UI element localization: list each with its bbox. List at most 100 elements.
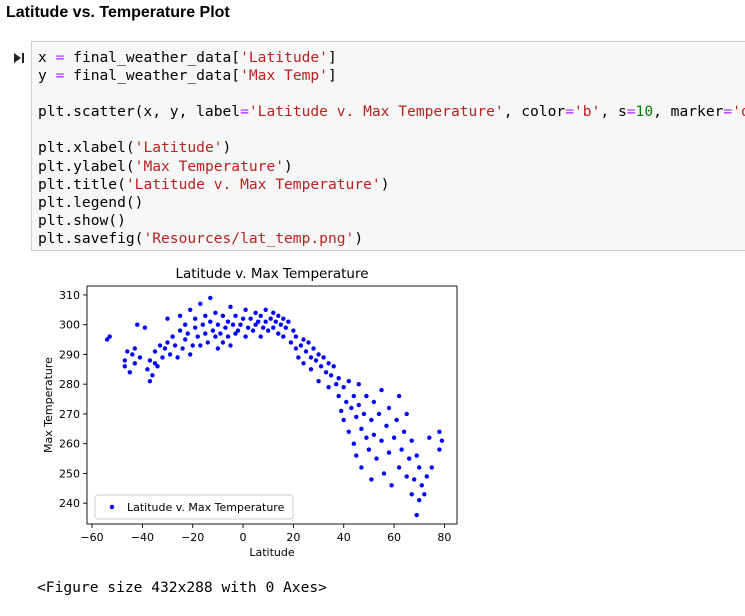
- data-point: [183, 337, 188, 342]
- code-token: 'Latitude': [134, 139, 223, 157]
- run-cell-icon[interactable]: [12, 51, 26, 65]
- data-point: [125, 349, 130, 354]
- data-point: [240, 316, 246, 321]
- chart-title: Latitude v. Max Temperature: [175, 266, 368, 282]
- x-tick-label: 40: [337, 531, 351, 544]
- data-point: [157, 343, 163, 348]
- data-point: [210, 328, 216, 333]
- data-point: [288, 340, 294, 345]
- data-point: [417, 465, 422, 470]
- code-line: plt.xlabel('Latitude'): [38, 139, 745, 157]
- y-tick-label: 250: [59, 467, 80, 480]
- y-tick-label: 270: [59, 408, 80, 421]
- x-tick-label: 0: [240, 531, 247, 544]
- data-point: [281, 316, 286, 321]
- data-point: [177, 328, 183, 333]
- data-point: [409, 492, 414, 497]
- y-tick-label: 280: [59, 378, 80, 391]
- data-point: [409, 438, 414, 443]
- data-point: [308, 355, 314, 360]
- code-token: plt.savefig(: [38, 229, 144, 247]
- data-point: [183, 322, 188, 327]
- data-point: [203, 313, 208, 318]
- data-point: [235, 328, 241, 333]
- code-token: ]: [327, 49, 337, 66]
- legend-marker: [109, 504, 115, 510]
- data-point: [301, 337, 306, 342]
- data-point: [167, 352, 173, 357]
- data-points: [104, 295, 445, 518]
- code-line: plt.legend(): [38, 194, 745, 212]
- data-point: [218, 331, 223, 336]
- data-point: [286, 319, 291, 324]
- data-point: [142, 325, 148, 330]
- data-point: [220, 313, 226, 318]
- code-line: y = final_weather_data['Max Temp']: [38, 67, 745, 85]
- data-point: [376, 411, 382, 417]
- data-point: [135, 322, 140, 327]
- data-point: [369, 477, 374, 482]
- data-point: [291, 328, 296, 333]
- x-tick-label: 60: [387, 531, 401, 544]
- code-line: plt.show(): [38, 212, 745, 230]
- data-point: [195, 334, 200, 339]
- data-point: [248, 316, 253, 321]
- scatter-plot: Latitude v. Max Temperature 240 250 260 270…: [42, 266, 458, 559]
- data-point: [379, 387, 384, 393]
- data-point: [132, 346, 137, 351]
- y-axis: 240 250 260 270 280 290 300 310: [59, 289, 87, 510]
- data-point: [369, 417, 374, 423]
- data-point: [283, 325, 288, 330]
- data-point: [263, 319, 268, 324]
- data-point: [253, 322, 258, 327]
- code-cell[interactable]: x = final_weather_data['Latitude'] y = fi…: [31, 41, 745, 251]
- data-point: [354, 414, 359, 420]
- data-point: [243, 334, 248, 339]
- data-point: [361, 411, 367, 417]
- data-point: [193, 316, 198, 321]
- data-point: [250, 328, 256, 333]
- code-token: plt.ylabel(: [38, 157, 135, 175]
- data-point: [205, 340, 210, 345]
- data-point: [331, 364, 336, 369]
- data-point: [396, 393, 402, 399]
- data-point: [351, 393, 356, 399]
- data-point: [296, 355, 301, 360]
- data-point: [233, 331, 238, 336]
- data-point: [364, 435, 369, 440]
- code-token: 'b': [574, 103, 601, 121]
- data-point: [293, 334, 299, 339]
- y-tick-label: 290: [59, 348, 80, 361]
- data-point: [356, 402, 361, 408]
- code-token: plt.title(: [38, 175, 126, 193]
- data-point: [258, 334, 263, 339]
- data-point: [437, 429, 442, 434]
- data-point: [271, 310, 276, 315]
- data-point: [351, 441, 356, 446]
- data-point: [384, 423, 389, 428]
- code-token: 'Max Temperature': [134, 157, 285, 175]
- code-line: plt.ylabel('Max Temperature'): [38, 158, 745, 176]
- data-point: [271, 325, 276, 330]
- data-point: [437, 447, 442, 452]
- code-token: 'o': [732, 103, 745, 121]
- code-editor[interactable]: x = final_weather_data['Latitude'] y = fi…: [38, 49, 745, 248]
- data-point: [266, 328, 271, 333]
- code-line: x = final_weather_data['Latitude']: [38, 49, 745, 67]
- data-point: [180, 346, 185, 351]
- data-point: [130, 352, 135, 357]
- data-point: [334, 382, 339, 387]
- data-point: [268, 316, 273, 321]
- code-line: plt.savefig('Resources/lat_temp.png'): [38, 230, 745, 248]
- data-point: [233, 313, 238, 318]
- data-point: [198, 343, 203, 348]
- data-point: [419, 483, 424, 488]
- data-point: [208, 319, 213, 324]
- y-tick-label: 310: [59, 289, 80, 302]
- data-point: [220, 340, 226, 345]
- data-point: [203, 331, 208, 336]
- data-point: [328, 373, 334, 378]
- data-point: [308, 367, 314, 372]
- code-token: 'Resources/lat_temp.png': [143, 229, 355, 247]
- code-token: ]: [327, 67, 337, 85]
